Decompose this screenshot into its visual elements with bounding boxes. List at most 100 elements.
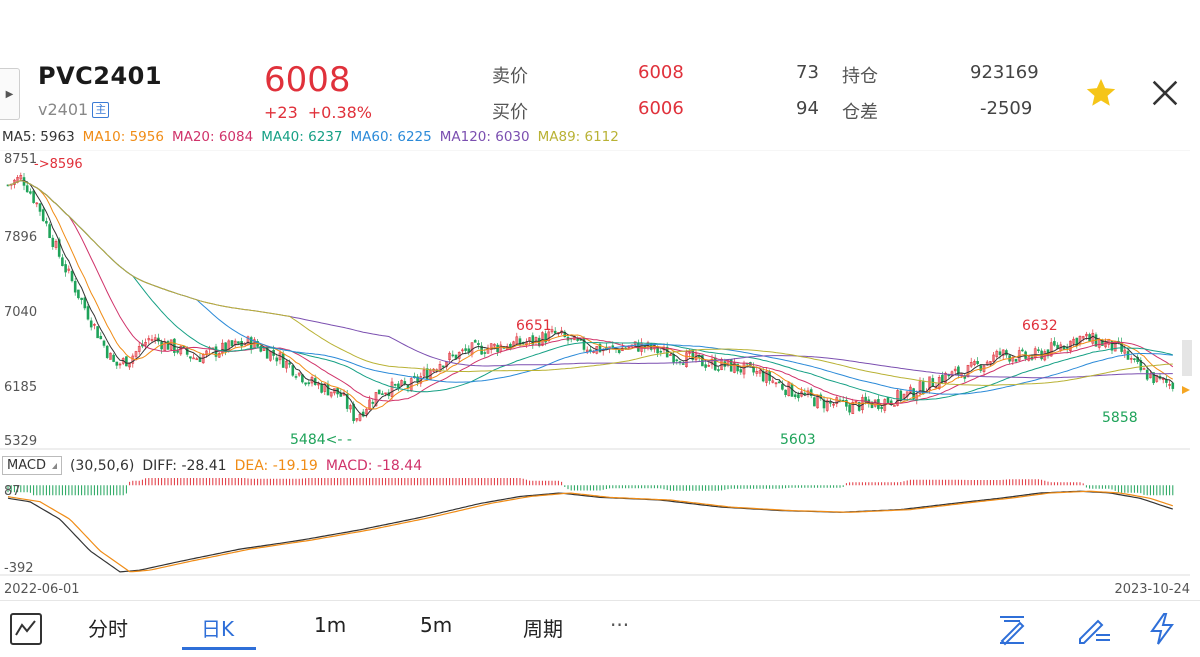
candle-body (777, 381, 781, 384)
draw-line-icon[interactable] (994, 611, 1030, 647)
candle-body (1091, 332, 1095, 344)
candle-body (54, 240, 58, 248)
candle-body (851, 401, 855, 415)
candle-body (976, 361, 979, 364)
candle-body (944, 372, 947, 384)
side-panel-toggle[interactable]: ▶ (0, 68, 20, 120)
candle-body (787, 382, 791, 397)
candle-body (294, 376, 298, 378)
start-date: 2022-06-01 (4, 582, 80, 597)
candle-body (1155, 375, 1159, 382)
candle-body (531, 335, 535, 345)
bid-label: 买价 (492, 102, 528, 123)
candle-body (1021, 349, 1024, 352)
candle-body (102, 340, 106, 346)
candle-body (1053, 341, 1056, 346)
tab-period[interactable]: 周期 (523, 617, 563, 641)
candle-body (918, 381, 922, 395)
candle-body (797, 394, 800, 399)
candle-body (611, 345, 615, 348)
candle-body (995, 350, 999, 358)
candle-body (473, 340, 477, 343)
oi-diff-value: -2509 (980, 98, 1033, 119)
subcode-text: v2401 (38, 100, 89, 119)
candle-body (189, 356, 192, 359)
candle-body (205, 350, 208, 356)
candle-body (957, 366, 960, 376)
draw-edit-icon[interactable] (1076, 611, 1112, 647)
candle-body (973, 361, 976, 366)
candle-body (371, 401, 375, 404)
macd-value: MACD: -18.44 (325, 457, 423, 474)
right-scroll-handle[interactable] (1182, 340, 1192, 376)
candle-body (285, 360, 288, 369)
candle-body (393, 384, 397, 386)
oi-diff-label: 仓差 (842, 102, 878, 123)
candle-body (438, 363, 442, 372)
candle-body (441, 365, 445, 368)
candle-body (771, 380, 775, 383)
macd-diff-line (7, 490, 1173, 573)
candle-body (928, 376, 931, 391)
candle-body (77, 289, 80, 299)
macd-legend: MACD (30,50,6) DIFF: -28.41 DEA: -19.19 … (2, 456, 422, 475)
candle-body (150, 339, 154, 341)
candle-body (1072, 338, 1075, 344)
candle-body (230, 340, 234, 347)
ma120-label: MA120: 6030 (439, 129, 530, 145)
ma-legend: MA5: 5963 MA10: 5956 MA20: 6084 MA40: 62… (2, 129, 619, 145)
candle-body (29, 191, 32, 194)
macd-axis-bottom: -392 (4, 561, 34, 576)
star-icon[interactable] (1084, 76, 1118, 110)
candle-body (893, 405, 896, 407)
candle-body (1123, 349, 1127, 354)
candle-body (70, 270, 74, 282)
candle-body (259, 346, 263, 352)
flash-icon[interactable] (1144, 611, 1180, 647)
tab-daily-k[interactable]: 日K (201, 617, 235, 641)
candle-body (147, 338, 151, 341)
price-axis-5: 5329 (4, 434, 37, 449)
annotation-high-start: ->8596 (34, 157, 83, 172)
kline-chart[interactable]: 8751 7896 7040 6185 5329 ->8596 6651 663… (0, 150, 1200, 450)
candle-body (109, 352, 112, 360)
tab-1m[interactable]: 1m (314, 613, 347, 637)
candle-body (477, 343, 480, 345)
price-axis-2: 7896 (4, 230, 37, 245)
annotation-last-low: 5858 (1102, 410, 1138, 426)
more-menu[interactable]: ··· (610, 613, 630, 637)
main-contract-badge: 主 (92, 101, 110, 118)
close-icon[interactable] (1148, 76, 1182, 110)
candle-body (96, 326, 99, 339)
tab-timeshare[interactable]: 分时 (88, 617, 128, 641)
tab-5m[interactable]: 5m (420, 613, 453, 637)
annotation-peak2: 6632 (1022, 318, 1058, 334)
candle-body (144, 342, 147, 346)
macd-indicator-button[interactable]: MACD (2, 456, 62, 475)
candle-body (105, 345, 109, 358)
candle-body (1161, 378, 1165, 380)
candle-body (125, 356, 128, 367)
candle-body (73, 281, 77, 293)
candle-body (483, 352, 487, 354)
candle-body (675, 359, 679, 362)
ma-line (7, 180, 1174, 417)
candle-body (582, 338, 586, 350)
candle-body (166, 341, 170, 350)
candle-body (880, 406, 883, 409)
change-percent: +0.38% (307, 103, 372, 122)
macd-chart[interactable]: 87 -392 (0, 478, 1200, 576)
candle-body (717, 369, 720, 371)
candle-body (1037, 349, 1040, 352)
chart-toggle-icon[interactable] (8, 611, 44, 647)
candle-body (64, 264, 67, 273)
candle-body (822, 399, 826, 409)
candle-body (41, 209, 45, 222)
candle-body (585, 349, 589, 352)
candle-body (784, 389, 787, 395)
candle-body (979, 365, 983, 371)
annotation-low2: 5603 (780, 432, 816, 448)
candle-body (384, 392, 387, 395)
annotation-peak1: 6651 (516, 318, 552, 334)
macd-diff: DIFF: -28.41 (142, 457, 227, 474)
